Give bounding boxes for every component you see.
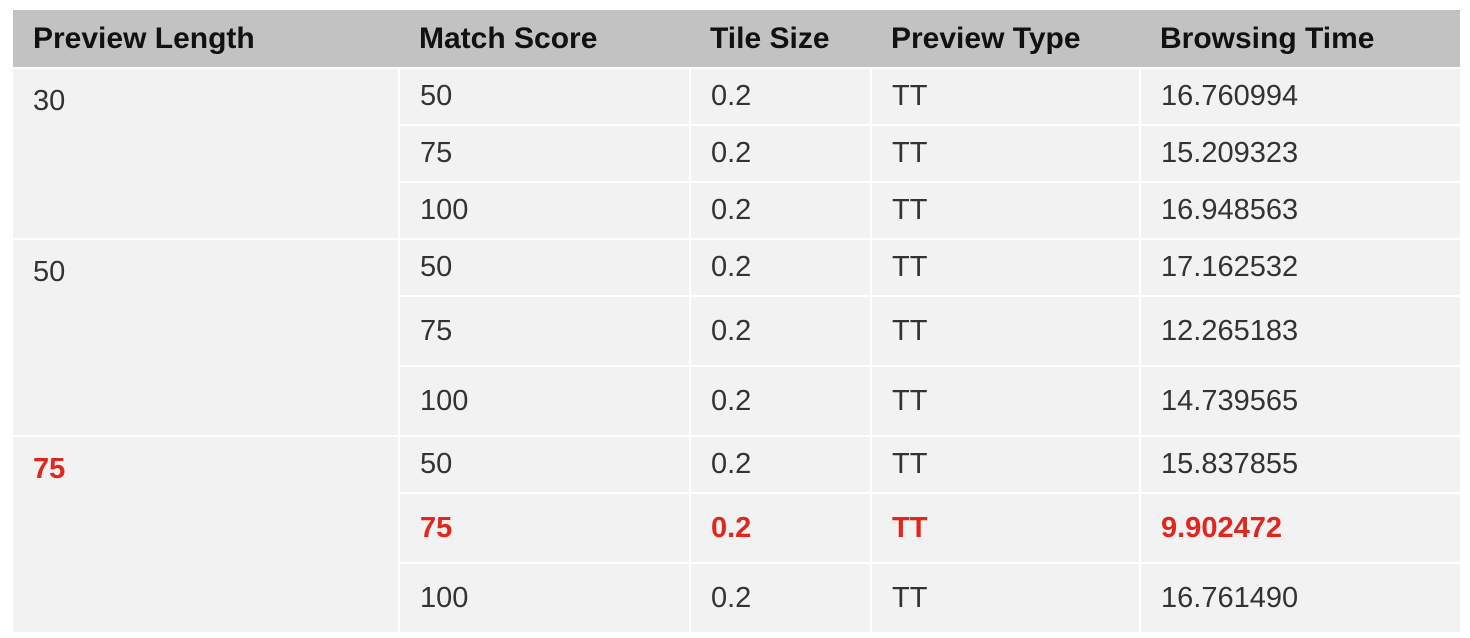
match-score-cell: 75 bbox=[398, 124, 690, 182]
table-row: 75 50 0.2 TT 15.837855 bbox=[13, 435, 1460, 632]
tile-size-cell: 0.2 bbox=[689, 562, 871, 632]
browsing-time-cell: 16.760994 bbox=[1139, 67, 1460, 125]
browsing-time-cell: 14.739565 bbox=[1139, 365, 1460, 436]
tile-size-cell: 0.2 bbox=[689, 238, 871, 296]
header-browsing-time: Browsing Time bbox=[1140, 10, 1460, 68]
preview-length-cell: 50 bbox=[13, 238, 399, 436]
table-row: 100 0.2 TT 16.948563 bbox=[13, 181, 1460, 239]
preview-type-cell: TT bbox=[870, 124, 1140, 182]
tile-size-cell-highlighted: 0.2 bbox=[689, 492, 871, 563]
browsing-time-cell: 16.948563 bbox=[1139, 181, 1460, 239]
match-score-cell: 75 bbox=[398, 295, 690, 366]
browsing-time-cell: 16.761490 bbox=[1139, 562, 1460, 632]
browsing-time-cell: 15.837855 bbox=[1139, 435, 1460, 493]
preview-type-cell: TT bbox=[870, 181, 1140, 239]
tile-size-cell: 0.2 bbox=[689, 435, 871, 493]
table-row: 75 0.2 TT 12.265183 bbox=[13, 295, 1460, 366]
browsing-time-cell: 17.162532 bbox=[1139, 238, 1460, 296]
browsing-time-cell: 12.265183 bbox=[1139, 295, 1460, 366]
browsing-time-cell-highlighted: 9.902472 bbox=[1139, 492, 1460, 563]
preview-type-cell-highlighted: TT bbox=[870, 492, 1140, 563]
preview-length-cell: 30 bbox=[13, 67, 399, 239]
preview-type-cell: TT bbox=[870, 365, 1140, 436]
header-match-score: Match Score bbox=[399, 10, 690, 68]
preview-length-cell-highlighted: 75 bbox=[13, 435, 399, 632]
header-preview-type: Preview Type bbox=[871, 10, 1140, 68]
preview-type-cell: TT bbox=[870, 67, 1140, 125]
tile-size-cell: 0.2 bbox=[689, 124, 871, 182]
match-score-cell: 50 bbox=[398, 435, 690, 493]
browsing-time-cell: 15.209323 bbox=[1139, 124, 1460, 182]
tile-size-cell: 0.2 bbox=[689, 295, 871, 366]
table-row: 50 50 0.2 TT 17.162532 bbox=[13, 238, 1460, 436]
preview-type-cell: TT bbox=[870, 295, 1140, 366]
match-score-cell: 100 bbox=[398, 365, 690, 436]
preview-type-cell: TT bbox=[870, 435, 1140, 493]
results-table: Preview Length Match Score Tile Size Pre… bbox=[13, 10, 1460, 632]
match-score-cell: 50 bbox=[398, 67, 690, 125]
header-row: Preview Length Match Score Tile Size Pre… bbox=[13, 10, 1460, 68]
table-row: 75 0.2 TT 15.209323 bbox=[13, 124, 1460, 182]
header-preview-length: Preview Length bbox=[13, 10, 399, 68]
table-row: 100 0.2 TT 16.761490 bbox=[13, 562, 1460, 632]
table-row: 100 0.2 TT 14.739565 bbox=[13, 365, 1460, 436]
header-tile-size: Tile Size bbox=[690, 10, 871, 68]
match-score-cell: 100 bbox=[398, 562, 690, 632]
match-score-cell: 50 bbox=[398, 238, 690, 296]
preview-type-cell: TT bbox=[870, 562, 1140, 632]
preview-type-cell: TT bbox=[870, 238, 1140, 296]
tile-size-cell: 0.2 bbox=[689, 67, 871, 125]
tile-size-cell: 0.2 bbox=[689, 365, 871, 436]
tile-size-cell: 0.2 bbox=[689, 181, 871, 239]
table-row-highlighted: 75 0.2 TT 9.902472 bbox=[13, 492, 1460, 563]
table-row: 30 50 0.2 TT 16.760994 bbox=[13, 67, 1460, 239]
match-score-cell-highlighted: 75 bbox=[398, 492, 690, 563]
match-score-cell: 100 bbox=[398, 181, 690, 239]
